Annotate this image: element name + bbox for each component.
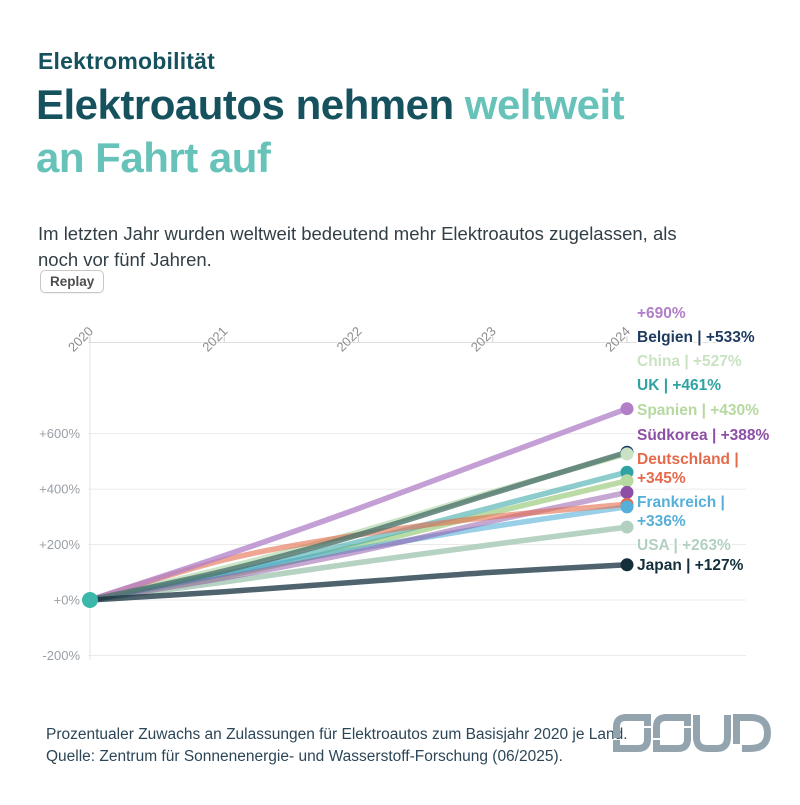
title-accent-part: weltweit [464, 81, 625, 128]
chart-footnote: Prozentualer Zuwachs an Zulassungen für … [46, 724, 628, 768]
legend-label-spanien: Spanien | +430% [637, 402, 759, 419]
x-tick-label: 2021 [199, 324, 230, 355]
end-dot-suedkorea [620, 485, 634, 499]
title-dark-part: Elektroautos nehmen [36, 81, 454, 128]
legend-label-suedkorea: Südkorea | +388% [637, 427, 769, 444]
end-dot-spanien [620, 474, 634, 488]
end-dot-line-690 [620, 402, 634, 416]
y-tick-label: -200% [42, 648, 80, 663]
title-accent-line2: an Fahrt auf [36, 134, 271, 181]
legend-label-frankreich: Frankreich | [637, 494, 725, 511]
footnote-source: Quelle: Zentrum für Sonnenenergie- und W… [46, 748, 563, 765]
logo-glyph-leaf-1 [613, 714, 651, 752]
kicker: Elektromobilität [38, 48, 216, 74]
logo-glyph-u [693, 715, 731, 752]
series-line-japan [87, 562, 630, 603]
end-dot-frankreich [620, 500, 634, 514]
subtitle: Im letzten Jahr wurden weltweit bedeuten… [38, 222, 677, 270]
x-tick-label: 2023 [468, 324, 499, 355]
series-line-line-690 [87, 405, 630, 603]
end-dot-japan [620, 558, 634, 572]
start-dot [82, 592, 98, 608]
y-tick-label: +400% [39, 482, 80, 497]
footnote-description: Prozentualer Zuwachs an Zulassungen für … [46, 726, 628, 743]
publisher-logo [613, 714, 771, 752]
end-dot-china [620, 447, 634, 461]
x-tick-label: 2020 [65, 324, 96, 355]
y-tick-label: +0% [54, 593, 81, 608]
y-tick-label: +600% [39, 426, 80, 441]
legend-label-line-690: +690% [637, 305, 686, 322]
end-dot-usa [620, 520, 634, 534]
legend-label-uk: UK | +461% [637, 377, 721, 394]
series-line-belgien [87, 449, 630, 603]
logo-glyph-leaf-2 [653, 714, 691, 752]
legend-label-japan: Japan | +127% [637, 557, 744, 574]
logo-glyph-d [733, 714, 771, 752]
legend-label-frankreich: +336% [637, 513, 686, 530]
page-title: Elektroautos nehmen weltweit an Fahrt auf [36, 78, 625, 184]
legend-label-deutschland: +345% [637, 470, 686, 487]
legend-label-deutschland: Deutschland | [637, 451, 739, 468]
x-tick-label: 2022 [334, 324, 365, 355]
legend-label-china: China | +527% [637, 353, 742, 370]
legend-label-belgien: Belgien | +533% [637, 329, 755, 346]
legend-label-usa: USA | +263% [637, 537, 731, 554]
y-tick-label: +200% [39, 537, 80, 552]
replay-button[interactable]: Replay [40, 270, 105, 293]
x-tick-label: 2024 [602, 324, 633, 355]
